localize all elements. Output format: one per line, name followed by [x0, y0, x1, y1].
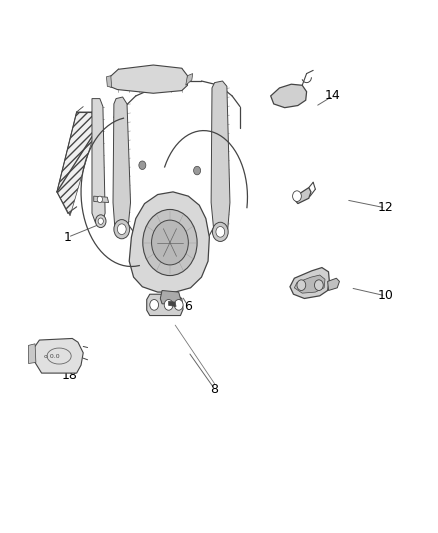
Circle shape: [293, 191, 301, 201]
Text: 1: 1: [64, 231, 72, 244]
Circle shape: [139, 161, 146, 169]
Polygon shape: [290, 268, 329, 298]
Circle shape: [194, 166, 201, 175]
Text: ο 0.0: ο 0.0: [44, 353, 60, 359]
Circle shape: [150, 300, 159, 310]
Circle shape: [216, 227, 225, 237]
Polygon shape: [211, 81, 230, 233]
Text: 18: 18: [62, 369, 78, 382]
Polygon shape: [94, 196, 109, 203]
Polygon shape: [294, 275, 325, 293]
Polygon shape: [271, 84, 307, 108]
Circle shape: [297, 280, 306, 290]
Circle shape: [164, 300, 173, 310]
Polygon shape: [92, 99, 105, 224]
Polygon shape: [113, 97, 131, 232]
Polygon shape: [28, 344, 36, 364]
Circle shape: [98, 218, 103, 224]
Text: 12: 12: [378, 201, 393, 214]
Circle shape: [117, 224, 126, 235]
Circle shape: [212, 222, 228, 241]
Text: 8: 8: [211, 383, 219, 395]
Polygon shape: [110, 65, 187, 93]
Polygon shape: [160, 290, 180, 304]
Polygon shape: [186, 74, 193, 85]
Circle shape: [114, 220, 130, 239]
Circle shape: [152, 220, 188, 265]
Polygon shape: [328, 278, 339, 290]
Text: 6: 6: [184, 300, 192, 313]
Circle shape: [97, 196, 102, 203]
Polygon shape: [169, 301, 176, 306]
Circle shape: [95, 215, 106, 228]
Polygon shape: [147, 294, 183, 316]
Polygon shape: [106, 76, 112, 87]
Text: 4: 4: [141, 76, 148, 89]
Circle shape: [174, 300, 183, 310]
Text: 14: 14: [325, 90, 341, 102]
Circle shape: [143, 209, 197, 276]
Text: 10: 10: [378, 289, 393, 302]
Polygon shape: [57, 112, 94, 216]
Polygon shape: [293, 188, 311, 204]
Circle shape: [314, 280, 323, 290]
Polygon shape: [129, 192, 209, 292]
Polygon shape: [34, 338, 83, 373]
